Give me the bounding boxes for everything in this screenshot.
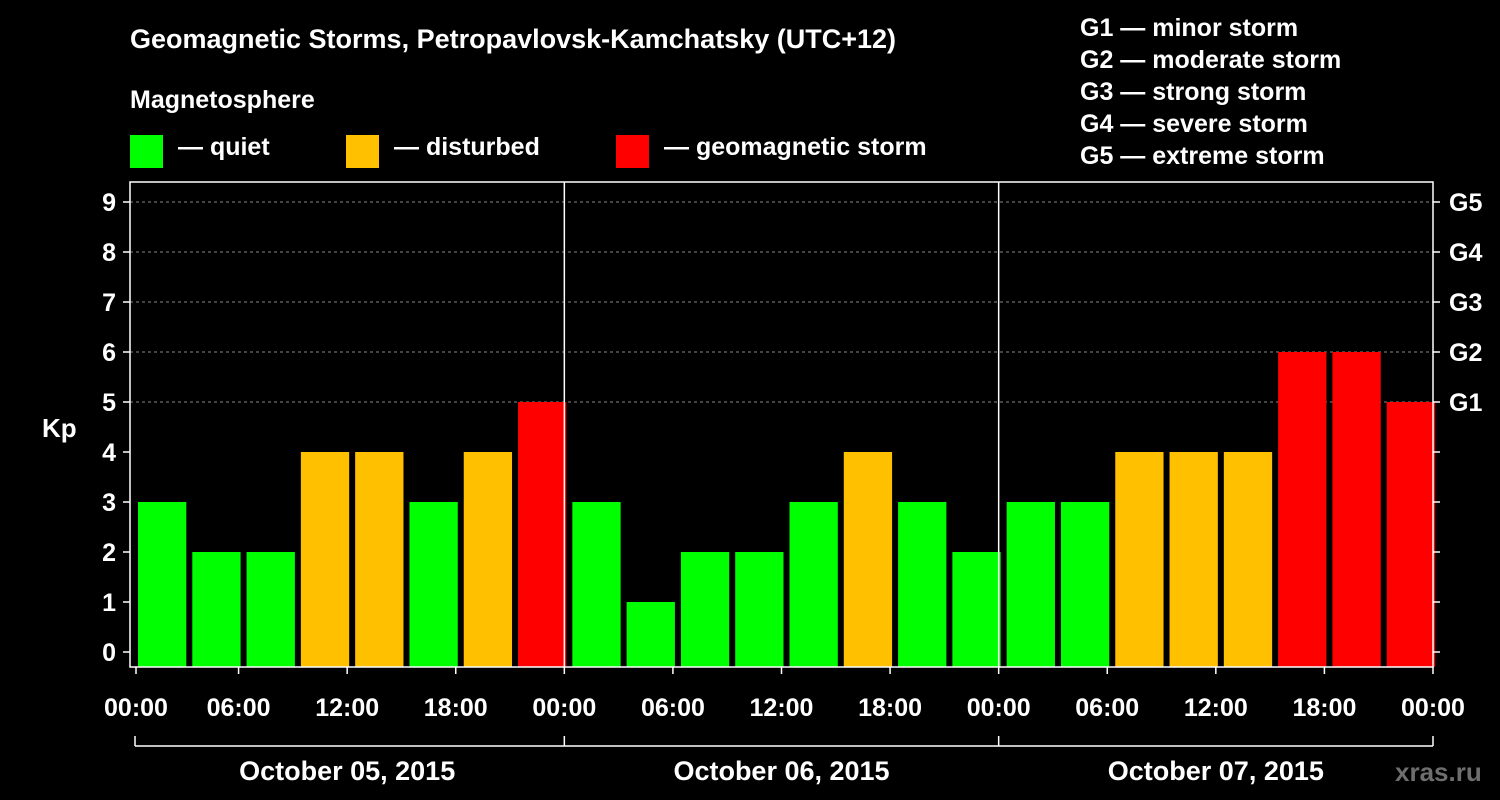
x-tick-label: 12:00 — [750, 694, 814, 722]
legend-label-disturbed: — disturbed — [394, 133, 540, 161]
y-tick-label: 3 — [102, 489, 116, 517]
bar — [192, 552, 241, 667]
legend-swatch-quiet — [130, 135, 163, 168]
bar — [355, 452, 404, 667]
x-tick-label: 06:00 — [207, 694, 271, 722]
g-level-label: G4 — [1449, 239, 1482, 267]
y-tick-label: 2 — [102, 539, 116, 567]
bar — [898, 502, 947, 667]
x-tick-label: 06:00 — [641, 694, 705, 722]
watermark: xras.ru — [1395, 757, 1482, 787]
bar — [1332, 352, 1381, 667]
y-tick-label: 5 — [102, 389, 116, 417]
storm-scale-g2: G2 — moderate storm — [1080, 46, 1342, 74]
g-level-label: G2 — [1449, 339, 1482, 367]
y-tick-label: 6 — [102, 339, 116, 367]
magnetosphere-title: Magnetosphere — [130, 86, 315, 114]
bar — [246, 552, 295, 667]
y-tick-label: 7 — [102, 289, 116, 317]
day-label: October 06, 2015 — [673, 756, 889, 786]
g-level-label: G5 — [1449, 189, 1482, 217]
bar — [1223, 452, 1273, 667]
x-tick-label: 00:00 — [532, 694, 596, 722]
g-level-label: G3 — [1449, 289, 1482, 317]
x-tick-label: 18:00 — [858, 694, 922, 722]
y-tick-label: 9 — [102, 189, 116, 217]
y-tick-label: 8 — [102, 239, 116, 267]
x-tick-label: 12:00 — [1184, 694, 1248, 722]
y-tick-label: 4 — [102, 439, 116, 467]
day-label: October 05, 2015 — [239, 756, 455, 786]
bar — [1278, 352, 1327, 667]
bar — [1006, 502, 1055, 667]
x-tick-label: 06:00 — [1075, 694, 1139, 722]
storm-scale-g1: G1 — minor storm — [1080, 14, 1299, 42]
bar — [300, 452, 350, 667]
legend-label-quiet: — quiet — [178, 133, 270, 161]
x-tick-label: 00:00 — [104, 694, 168, 722]
bar — [1386, 402, 1435, 667]
bar — [680, 552, 730, 667]
y-axis-label: Kp — [42, 413, 77, 443]
y-tick-label: 1 — [102, 589, 116, 617]
bar — [789, 502, 838, 667]
legend-swatch-storm — [616, 135, 649, 168]
bar — [463, 452, 513, 667]
storm-scale-g5: G5 — extreme storm — [1080, 142, 1325, 170]
bar — [1060, 502, 1110, 667]
bar — [1169, 452, 1218, 667]
bar — [138, 502, 187, 667]
bar — [409, 502, 458, 667]
x-tick-label: 18:00 — [1292, 694, 1356, 722]
bar — [1115, 452, 1164, 667]
g-level-label: G1 — [1449, 389, 1482, 417]
x-tick-label: 00:00 — [1401, 694, 1465, 722]
bar — [518, 402, 567, 667]
legend-label-storm: — geomagnetic storm — [664, 133, 927, 161]
x-tick-label: 18:00 — [424, 694, 488, 722]
x-tick-label: 12:00 — [315, 694, 379, 722]
bar — [735, 552, 784, 667]
x-tick-label: 00:00 — [967, 694, 1031, 722]
bar — [952, 552, 1001, 667]
storm-scale-g4: G4 — severe storm — [1080, 110, 1308, 138]
legend-swatch-disturbed — [346, 135, 379, 168]
bar — [626, 602, 675, 667]
day-label: October 07, 2015 — [1108, 756, 1324, 786]
bar — [843, 452, 893, 667]
storm-scale-g3: G3 — strong storm — [1080, 78, 1307, 106]
y-tick-label: 0 — [102, 639, 116, 667]
bar — [572, 502, 621, 667]
chart-title: Geomagnetic Storms, Petropavlovsk-Kamcha… — [130, 24, 897, 54]
